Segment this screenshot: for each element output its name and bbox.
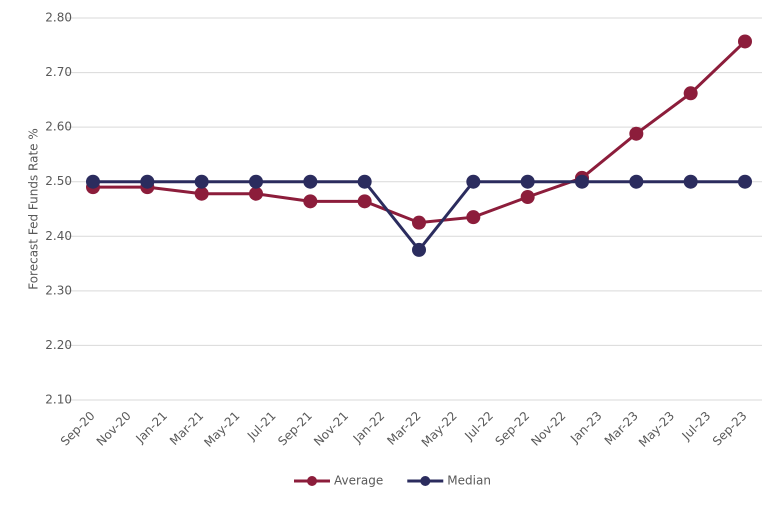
data-point (249, 174, 263, 189)
y-tick-label: 2.40 (45, 229, 72, 243)
data-point (303, 194, 318, 209)
y-tick-label: 2.70 (45, 65, 72, 79)
legend-label: Average (334, 474, 383, 488)
data-point (738, 174, 752, 189)
data-point (249, 186, 263, 201)
x-tick-label: May-22 (419, 409, 460, 450)
y-tick-label: 2.30 (45, 283, 72, 297)
legend-marker (307, 476, 317, 486)
data-point (140, 174, 155, 189)
y-tick-label: 2.80 (45, 11, 72, 25)
legend-label: Median (447, 474, 491, 488)
data-point (629, 126, 644, 141)
x-tick-label: Mar-22 (384, 409, 423, 448)
x-tick-label: Jul-21 (244, 409, 279, 444)
data-point (194, 174, 209, 189)
data-point (357, 174, 372, 189)
y-axis-label: Forecast Fed Funds Rate % (27, 128, 41, 290)
y-tick-label: 2.50 (45, 174, 72, 188)
series-line (93, 40, 747, 225)
x-tick-label: Mar-21 (167, 409, 206, 448)
x-tick-label: May-21 (201, 409, 242, 450)
x-tick-label: Jan-23 (567, 409, 605, 447)
data-point (520, 174, 535, 189)
data-point (683, 86, 698, 101)
x-tick-label: Jul-22 (461, 409, 496, 444)
x-tick-label: Sep-20 (58, 409, 98, 449)
data-point (683, 174, 698, 189)
x-tick-label: Jan-21 (132, 409, 170, 447)
x-tick-label: Nov-21 (311, 409, 351, 449)
data-point (738, 34, 752, 49)
data-point (86, 174, 100, 189)
data-point (629, 174, 644, 189)
y-tick-label: 2.10 (45, 393, 72, 407)
x-tick-label: Jul-23 (679, 409, 714, 444)
data-point (412, 215, 426, 230)
data-point (575, 174, 589, 189)
x-tick-label: Sep-23 (710, 409, 750, 449)
x-tick-label: Sep-22 (493, 409, 533, 449)
data-point (466, 174, 481, 189)
data-point (194, 186, 209, 201)
y-tick-label: 2.20 (45, 338, 72, 352)
data-point (412, 242, 426, 257)
x-tick-label: May-23 (636, 409, 677, 450)
data-point (303, 174, 318, 189)
x-tick-label: Nov-20 (94, 409, 134, 449)
x-tick-label: Jan-22 (350, 409, 388, 447)
legend-marker (420, 476, 431, 486)
y-tick-label: 2.60 (45, 120, 72, 134)
x-tick-label: Nov-22 (528, 409, 568, 449)
data-point (357, 194, 372, 209)
data-point (520, 189, 535, 204)
x-tick-label: Mar-23 (602, 409, 641, 448)
data-point (466, 210, 481, 225)
x-tick-label: Sep-21 (275, 409, 315, 449)
